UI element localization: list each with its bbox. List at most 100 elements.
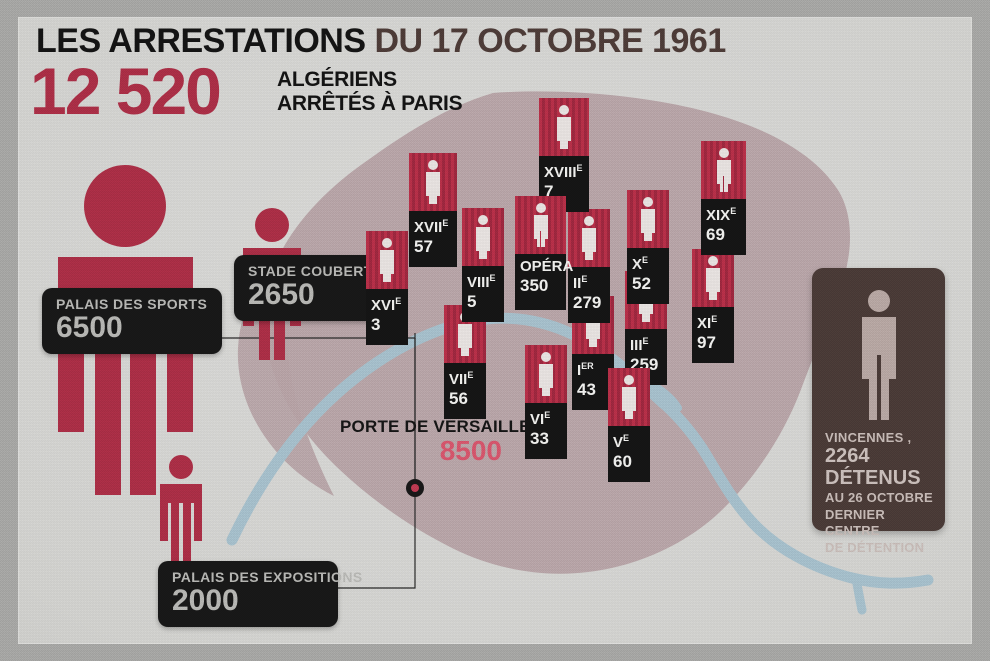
person-icon — [554, 105, 574, 149]
icon-left-leg — [429, 186, 433, 204]
vincennes-text: VINCENNES , 2264 DÉTENUS AU 26 OCTOBRE D… — [825, 430, 937, 556]
marker-name-ordinal: E — [623, 433, 630, 443]
callout-palais-des-sports[interactable]: PALAIS DES SPORTS 6500 — [42, 288, 222, 354]
vincennes-line1: VINCENNES , — [825, 430, 912, 445]
icon-right-arm — [888, 317, 896, 379]
icon-torso — [539, 364, 553, 380]
icon-head — [643, 197, 653, 207]
marker-value: 279 — [573, 293, 602, 312]
map-marker-xie[interactable]: XIE 97 — [692, 249, 734, 363]
map-marker-viie[interactable]: VIIE 56 — [444, 305, 486, 419]
icon-torso — [458, 324, 472, 340]
map-marker-vie[interactable]: VIE 33 — [525, 345, 567, 459]
person-icon — [536, 352, 556, 396]
vincennes-panel[interactable]: VINCENNES , 2264 DÉTENUS AU 26 OCTOBRE D… — [812, 268, 945, 555]
icon-torso — [716, 160, 731, 176]
pictogram-small-person — [160, 455, 202, 565]
icon-left-arm — [458, 324, 461, 348]
icon-head — [867, 290, 890, 312]
icon-right-leg — [713, 282, 717, 300]
marker-person-icon — [627, 190, 669, 248]
icon-head — [624, 375, 634, 385]
marker-name-ordinal: E — [489, 273, 496, 283]
callout-value: 2650 — [248, 278, 315, 311]
icon-right-leg — [465, 338, 469, 356]
icon-right-leg — [646, 304, 650, 322]
icon-torso — [476, 227, 490, 243]
marker-name: IER — [577, 361, 594, 379]
icon-left-leg — [642, 304, 646, 322]
marker-label-block: VIIE 56 — [444, 363, 486, 419]
icon-left-leg — [868, 350, 877, 420]
page-title: LES ARRESTATIONS DU 17 OCTOBRE 1961 — [36, 22, 726, 61]
marker-label-block: XVIE 3 — [366, 289, 408, 345]
icon-right-leg — [546, 378, 550, 396]
marker-label-block: IER 43 — [572, 354, 614, 410]
map-marker-iie[interactable]: IIE 279 — [568, 209, 610, 323]
vincennes-person-icon — [849, 290, 909, 420]
marker-name-ordinal: E — [467, 370, 474, 380]
callout-palais-des-expositions[interactable]: PALAIS DES EXPOSITIONS 2000 — [158, 561, 362, 627]
pictogram-right-arm — [194, 484, 202, 541]
marker-value: 43 — [577, 380, 596, 399]
marker-name: IIIE — [630, 336, 649, 354]
person-icon — [473, 215, 493, 259]
pictogram-torso — [160, 484, 202, 503]
icon-head — [584, 216, 594, 226]
marker-name: VIIE — [449, 370, 474, 388]
marker-name: VIE — [530, 410, 551, 428]
pictogram-right-leg — [183, 500, 191, 565]
map-pin-core — [411, 484, 419, 492]
marker-name-ordinal: E — [395, 296, 402, 306]
map-marker-op-ra[interactable]: OPÉRA 350 — [515, 196, 573, 310]
porte-de-versailles-label: PORTE DE VERSAILLES 8500 — [340, 418, 542, 465]
icon-left-leg — [719, 174, 724, 192]
title-subtitle: DU 17 OCTOBRE 1961 — [374, 22, 726, 60]
pictogram-head — [255, 208, 289, 242]
icon-left-leg — [461, 338, 465, 356]
marker-name-ordinal: E — [711, 314, 718, 324]
person-icon — [579, 216, 599, 260]
icon-left-leg — [479, 241, 483, 259]
person-icon — [531, 203, 551, 247]
pictogram-head — [169, 455, 193, 479]
icon-right-arm — [437, 172, 440, 196]
callout-value: 6500 — [56, 311, 123, 344]
callout-stade-coubertin[interactable]: STADE COUBERTIN 2650 — [234, 255, 390, 321]
icon-right-leg — [433, 186, 437, 204]
map-marker-xviie[interactable]: XVIIE 57 — [409, 153, 457, 267]
marker-label-block: XIXE 69 — [701, 199, 746, 255]
pictogram-left-leg — [171, 500, 179, 565]
porte-de-versailles-map-pin[interactable] — [406, 479, 424, 497]
map-marker-xe[interactable]: XE 52 — [627, 190, 669, 304]
marker-name: VIIIE — [467, 273, 496, 291]
map-marker-ve[interactable]: VE 60 — [608, 368, 650, 482]
icon-right-arm — [717, 268, 720, 292]
icon-left-arm — [706, 268, 709, 292]
headline-caption-line2: ARRÊTÉS À PARIS — [277, 92, 463, 115]
icon-right-arm — [568, 117, 571, 141]
map-marker-viiie[interactable]: VIIIE 5 — [462, 208, 504, 322]
icon-left-arm — [641, 209, 644, 233]
icon-torso — [557, 117, 571, 133]
icon-head — [718, 148, 729, 158]
icon-left-leg — [585, 242, 589, 260]
icon-left-leg — [383, 264, 387, 282]
pictogram-left-arm — [160, 484, 168, 541]
icon-left-leg — [560, 131, 564, 149]
marker-value: 56 — [449, 389, 468, 408]
seine-river-branch — [851, 573, 867, 615]
map-marker-xvie[interactable]: XVIE 3 — [366, 231, 408, 345]
marker-name: XVIIIE — [544, 163, 583, 181]
marker-person-icon — [568, 209, 610, 267]
marker-person-icon — [515, 196, 566, 254]
marker-person-icon — [366, 231, 408, 289]
map-marker-xviiie[interactable]: XVIIIE 7 — [539, 98, 589, 212]
marker-name: XIE — [697, 314, 718, 332]
person-icon — [703, 256, 723, 300]
map-marker-xixe[interactable]: XIXE 69 — [701, 141, 746, 255]
icon-head — [535, 203, 546, 213]
icon-torso — [641, 209, 655, 225]
marker-person-icon — [539, 98, 589, 156]
icon-right-arm — [633, 387, 636, 411]
